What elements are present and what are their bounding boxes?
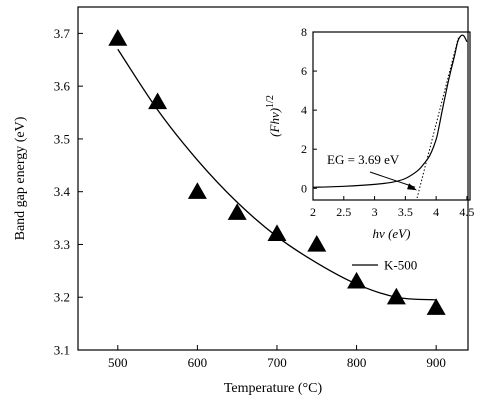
data-point-triangle (267, 224, 287, 242)
main-plot: 500 600 700 800 900 3.1 3.2 3.3 3.4 3.5 3.6 3.7 Temp… (13, 6, 469, 396)
inset-x-tick-label: 3 (372, 205, 378, 219)
inset-y-tick-label: 0 (301, 181, 307, 195)
data-point-triangle (108, 29, 128, 46)
x-tick-label: 700 (267, 355, 287, 370)
main-frame (77, 6, 469, 351)
annotation-arrow-head (407, 183, 418, 191)
data-point-triangle (307, 234, 327, 252)
inset-y-axis-label-sup: 1/2 (265, 95, 276, 108)
inset-curve (312, 34, 468, 188)
y-tick-label: 3.1 (54, 343, 70, 358)
inset-y-tick-label: 8 (301, 25, 307, 39)
data-point-triangle (426, 298, 446, 315)
legend-label: K-500 (384, 258, 417, 273)
inset-x-axis-label: hν (eV) (373, 226, 411, 241)
data-point-triangle (187, 182, 207, 199)
data-point-triangle (347, 271, 367, 289)
inset-y-tick-label: 4 (301, 103, 307, 117)
y-tick-label: 3.3 (54, 237, 70, 252)
y-tick-label: 3.4 (54, 184, 71, 199)
inset-x-tick-label: 2 (310, 205, 316, 219)
x-tick-label: 900 (426, 355, 446, 370)
inset-x-tick-label: 4 (433, 205, 439, 219)
annotation-arrow-line (369, 171, 416, 188)
inset-tangent-line (416, 37, 459, 199)
inset-x-tick-label: 3.5 (398, 205, 413, 219)
y-tick-label: 3.5 (54, 131, 70, 146)
x-tick-label: 600 (188, 355, 208, 370)
data-point-triangle (386, 287, 406, 305)
x-tick-label: 800 (347, 355, 367, 370)
inset-y-axis-label-base: (Fhν) (267, 108, 282, 137)
inset-y-tick-label: 6 (301, 64, 307, 78)
inset-y-axis-label: (Fhν)1/2 (265, 95, 282, 137)
x-tick-label: 500 (108, 355, 128, 370)
inset-x-tick-label: 2.5 (336, 205, 351, 219)
inset-y-tick-label: 2 (301, 142, 307, 156)
inset-frame (312, 31, 471, 201)
band-gap-annotation: EG = 3.69 eV (327, 152, 400, 167)
data-point-triangle (227, 203, 247, 220)
data-point-triangle (148, 92, 168, 110)
y-tick-label: 3.2 (54, 290, 70, 305)
x-axis-label: Temperature (°C) (224, 381, 323, 396)
y-tick-label: 3.7 (54, 26, 71, 41)
inset-x-tick-label: 4.5 (459, 205, 474, 219)
y-axis-label: Band gap energy (eV) (13, 116, 28, 240)
y-tick-label: 3.6 (54, 79, 71, 94)
